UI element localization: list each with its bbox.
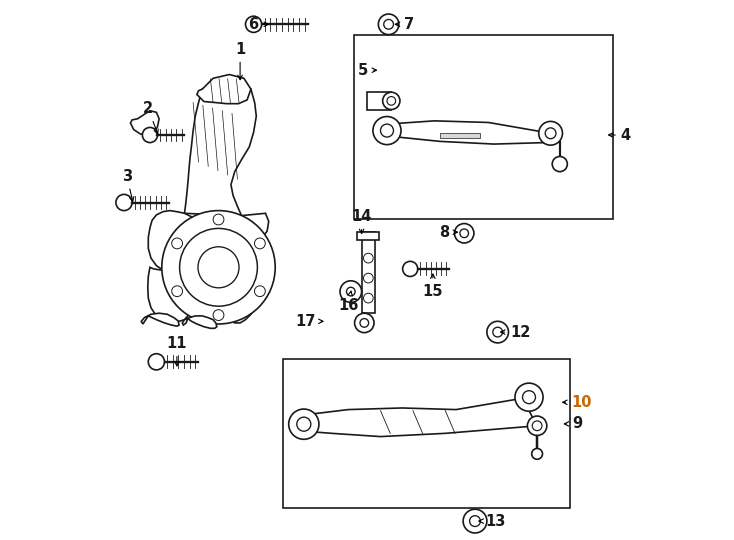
Polygon shape xyxy=(237,213,269,242)
Polygon shape xyxy=(362,232,375,313)
Circle shape xyxy=(297,417,310,431)
Circle shape xyxy=(346,287,355,296)
Circle shape xyxy=(384,19,393,29)
Text: 7: 7 xyxy=(396,17,414,32)
Circle shape xyxy=(245,16,262,32)
Circle shape xyxy=(454,224,474,243)
Circle shape xyxy=(180,228,258,306)
Circle shape xyxy=(460,229,468,238)
Circle shape xyxy=(470,516,480,526)
Polygon shape xyxy=(304,397,537,436)
Circle shape xyxy=(142,127,158,143)
Circle shape xyxy=(288,409,319,440)
Text: 3: 3 xyxy=(122,168,134,201)
Polygon shape xyxy=(237,278,269,307)
Text: 11: 11 xyxy=(167,336,187,366)
Circle shape xyxy=(403,261,418,276)
Circle shape xyxy=(493,327,503,337)
Text: 16: 16 xyxy=(338,291,358,313)
Polygon shape xyxy=(148,211,256,323)
Bar xyxy=(440,133,480,138)
Circle shape xyxy=(213,214,224,225)
Circle shape xyxy=(487,321,509,343)
Polygon shape xyxy=(357,232,379,240)
Circle shape xyxy=(532,421,542,431)
Text: 1: 1 xyxy=(235,42,245,80)
Bar xyxy=(354,35,613,219)
Circle shape xyxy=(255,238,265,249)
Circle shape xyxy=(161,211,275,324)
Circle shape xyxy=(172,238,183,249)
Circle shape xyxy=(340,281,362,302)
Text: 17: 17 xyxy=(295,314,323,329)
Circle shape xyxy=(355,313,374,333)
Circle shape xyxy=(148,354,164,370)
Circle shape xyxy=(198,247,239,288)
Circle shape xyxy=(387,97,396,105)
Polygon shape xyxy=(141,313,179,326)
Circle shape xyxy=(528,416,547,435)
Polygon shape xyxy=(387,121,550,144)
Text: 5: 5 xyxy=(358,63,377,78)
Text: 12: 12 xyxy=(501,325,531,340)
Circle shape xyxy=(539,122,562,145)
Text: 10: 10 xyxy=(563,395,592,410)
Circle shape xyxy=(463,509,487,533)
Circle shape xyxy=(213,309,224,321)
Bar xyxy=(367,92,391,110)
Text: 13: 13 xyxy=(479,514,506,529)
Circle shape xyxy=(373,117,401,145)
Text: 9: 9 xyxy=(564,416,582,431)
Circle shape xyxy=(378,14,399,35)
Circle shape xyxy=(116,194,132,211)
Circle shape xyxy=(380,124,393,137)
Circle shape xyxy=(531,448,542,459)
Circle shape xyxy=(363,253,373,263)
Circle shape xyxy=(255,286,265,296)
Circle shape xyxy=(523,391,536,403)
Text: 14: 14 xyxy=(352,209,372,234)
Circle shape xyxy=(382,92,400,110)
Text: 2: 2 xyxy=(143,101,159,134)
Bar xyxy=(283,359,570,508)
Circle shape xyxy=(552,157,567,172)
Polygon shape xyxy=(182,316,217,328)
Circle shape xyxy=(172,286,183,296)
Circle shape xyxy=(545,128,556,139)
Circle shape xyxy=(363,293,373,303)
Text: 15: 15 xyxy=(423,274,443,299)
Text: 8: 8 xyxy=(439,225,457,240)
Text: 6: 6 xyxy=(248,17,269,32)
Polygon shape xyxy=(197,75,251,104)
Text: 4: 4 xyxy=(608,127,631,143)
Polygon shape xyxy=(131,111,159,135)
Circle shape xyxy=(515,383,543,411)
Polygon shape xyxy=(184,89,256,216)
Circle shape xyxy=(360,319,368,327)
Circle shape xyxy=(363,273,373,283)
Polygon shape xyxy=(148,267,189,322)
